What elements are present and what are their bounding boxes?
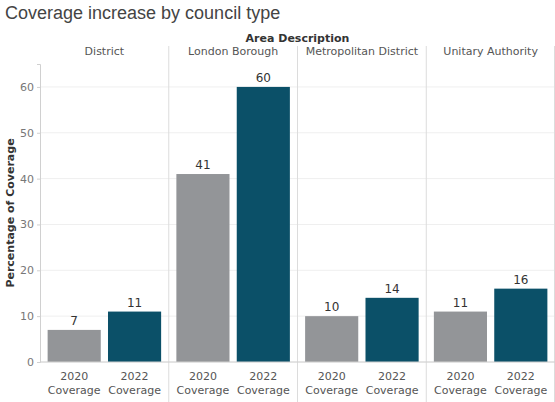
bar	[176, 174, 229, 362]
bar	[108, 312, 161, 362]
y-tick-label: 30	[20, 218, 34, 231]
category-label-line: 2020	[189, 370, 217, 383]
facet-name: Metropolitan District	[306, 45, 419, 58]
data-label: 60	[256, 71, 271, 85]
y-tick-mark	[37, 179, 40, 180]
y-tick: 60	[20, 81, 40, 94]
data-label: 16	[513, 273, 528, 287]
bar	[494, 289, 547, 362]
y-tick-label: 50	[20, 127, 34, 140]
category-label: 2020Coverage	[177, 370, 230, 397]
category-label-line: 2022	[507, 370, 535, 383]
category-label-line: 2020	[446, 370, 474, 383]
facet-name: London Borough	[188, 45, 278, 58]
category-label: 2022Coverage	[494, 370, 547, 397]
category-label: 2022Coverage	[237, 370, 290, 397]
category-label: 2020Coverage	[434, 370, 487, 397]
y-tick-mark	[37, 270, 40, 271]
y-tick: 40	[20, 173, 40, 186]
y-tick-label: 40	[20, 173, 34, 186]
y-tick-label: 20	[20, 264, 34, 277]
category-label-line: Coverage	[366, 384, 419, 397]
category-label-line: Coverage	[237, 384, 290, 397]
facet-header: Area Description	[246, 32, 350, 45]
y-tick: 0	[27, 356, 40, 369]
y-axis-title: Percentage of Coverage	[4, 138, 17, 287]
bar	[237, 87, 290, 362]
category-label: 2020Coverage	[305, 370, 358, 397]
y-tick: 30	[20, 218, 40, 231]
facet-name: Unitary Authority	[443, 45, 538, 58]
facet-name: District	[85, 45, 125, 58]
category-label-line: 2022	[249, 370, 277, 383]
bar	[365, 298, 418, 362]
category-label: 2022Coverage	[108, 370, 161, 397]
data-label: 7	[70, 314, 78, 328]
y-tick-mark	[37, 133, 40, 134]
data-label: 14	[384, 282, 399, 296]
chart-svg: Coverage increase by council type Area De…	[0, 0, 555, 402]
data-label: 11	[127, 296, 142, 310]
panel-separator	[168, 46, 169, 402]
bar	[48, 330, 101, 362]
category-label-line: Coverage	[177, 384, 230, 397]
data-label: 11	[453, 296, 468, 310]
category-label-line: 2022	[378, 370, 406, 383]
y-tick-mark	[37, 316, 40, 317]
labels: District7112020Coverage2022CoverageLondo…	[48, 45, 548, 397]
y-tick: 20	[20, 264, 40, 277]
y-tick-label: 10	[20, 310, 34, 323]
bar	[305, 316, 358, 362]
data-label: 41	[195, 158, 210, 172]
panel-separator	[554, 46, 555, 402]
category-label: 2020Coverage	[48, 370, 101, 397]
category-label-line: 2020	[318, 370, 346, 383]
category-label-line: Coverage	[494, 384, 547, 397]
category-label-line: 2020	[60, 370, 88, 383]
bars	[48, 87, 548, 362]
y-tick-label: 0	[27, 356, 34, 369]
data-label: 10	[324, 300, 339, 314]
category-label: 2022Coverage	[366, 370, 419, 397]
chart-title: Coverage increase by council type	[5, 3, 280, 23]
y-tick: 50	[20, 127, 40, 140]
y-axis: 0 10 20 30 40 50 60	[20, 65, 41, 370]
category-label-line: Coverage	[48, 384, 101, 397]
panel-separators	[169, 46, 555, 402]
y-tick-label: 60	[20, 81, 34, 94]
y-tick-mark	[37, 362, 40, 363]
category-label-line: Coverage	[434, 384, 487, 397]
y-tick-mark	[37, 87, 40, 88]
category-label-line: Coverage	[305, 384, 358, 397]
category-label-line: Coverage	[108, 384, 161, 397]
grid-line	[40, 362, 555, 363]
y-axis-line	[37, 65, 41, 363]
x-baseline	[40, 362, 555, 363]
y-tick-mark	[37, 224, 40, 225]
panel-separator	[426, 46, 427, 402]
y-tick: 10	[20, 310, 40, 323]
panel-separator	[297, 46, 298, 402]
category-label-line: 2022	[121, 370, 149, 383]
bar	[434, 312, 487, 362]
